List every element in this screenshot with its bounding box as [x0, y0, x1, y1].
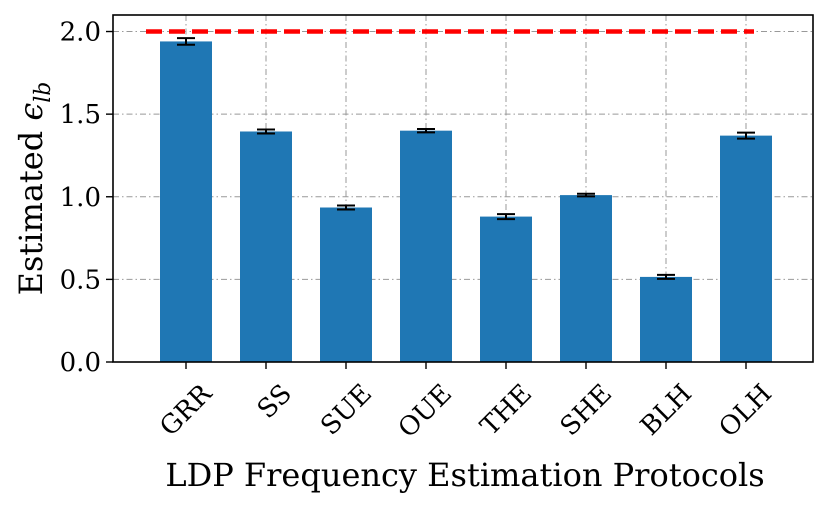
x-tick-label: OLH	[713, 379, 778, 444]
bars	[160, 41, 772, 362]
x-tick-label: BLH	[635, 379, 698, 442]
bar-ss	[240, 131, 292, 362]
bar-chart: 0.00.51.01.52.0 GRR SS SUE OUE THE SHE BLH OLH …	[0, 0, 830, 509]
bar-the	[480, 217, 532, 362]
grid-lines	[113, 15, 813, 362]
y-axis-label: Estimated ϵlb	[12, 82, 56, 296]
x-axis-ticks: GRR SS SUE OUE THE SHE BLH OLH	[154, 362, 778, 444]
x-tick-label: GRR	[154, 378, 219, 443]
y-tick-label: 0.0	[60, 348, 101, 378]
bar-sue	[320, 208, 372, 362]
bar-grr	[160, 41, 212, 362]
y-tick-label: 1.0	[60, 183, 101, 213]
y-axis-label-subscript: lb	[31, 82, 56, 103]
y-tick-label: 0.5	[60, 265, 101, 295]
x-tick-label: OUE	[393, 379, 458, 444]
y-tick-label: 2.0	[60, 18, 101, 48]
y-tick-label: 1.5	[60, 100, 101, 130]
bar-blh	[640, 277, 692, 362]
x-axis-label: LDP Frequency Estimation Protocols	[165, 456, 764, 494]
x-tick-label: SS	[252, 379, 298, 425]
bar-she	[560, 195, 612, 362]
bar-oue	[400, 131, 452, 362]
y-axis-label-symbol: ϵ	[12, 103, 50, 121]
x-tick-label: SHE	[555, 379, 618, 442]
bar-olh	[720, 136, 772, 362]
x-tick-label: THE	[475, 379, 538, 442]
y-axis-label-prefix: Estimated	[12, 121, 50, 296]
plot-frame	[113, 15, 813, 362]
x-tick-label: SUE	[315, 379, 378, 442]
error-bar-oue	[417, 129, 435, 132]
y-axis-ticks: 0.0 0.5 1.0 1.5 2.0	[60, 18, 113, 378]
